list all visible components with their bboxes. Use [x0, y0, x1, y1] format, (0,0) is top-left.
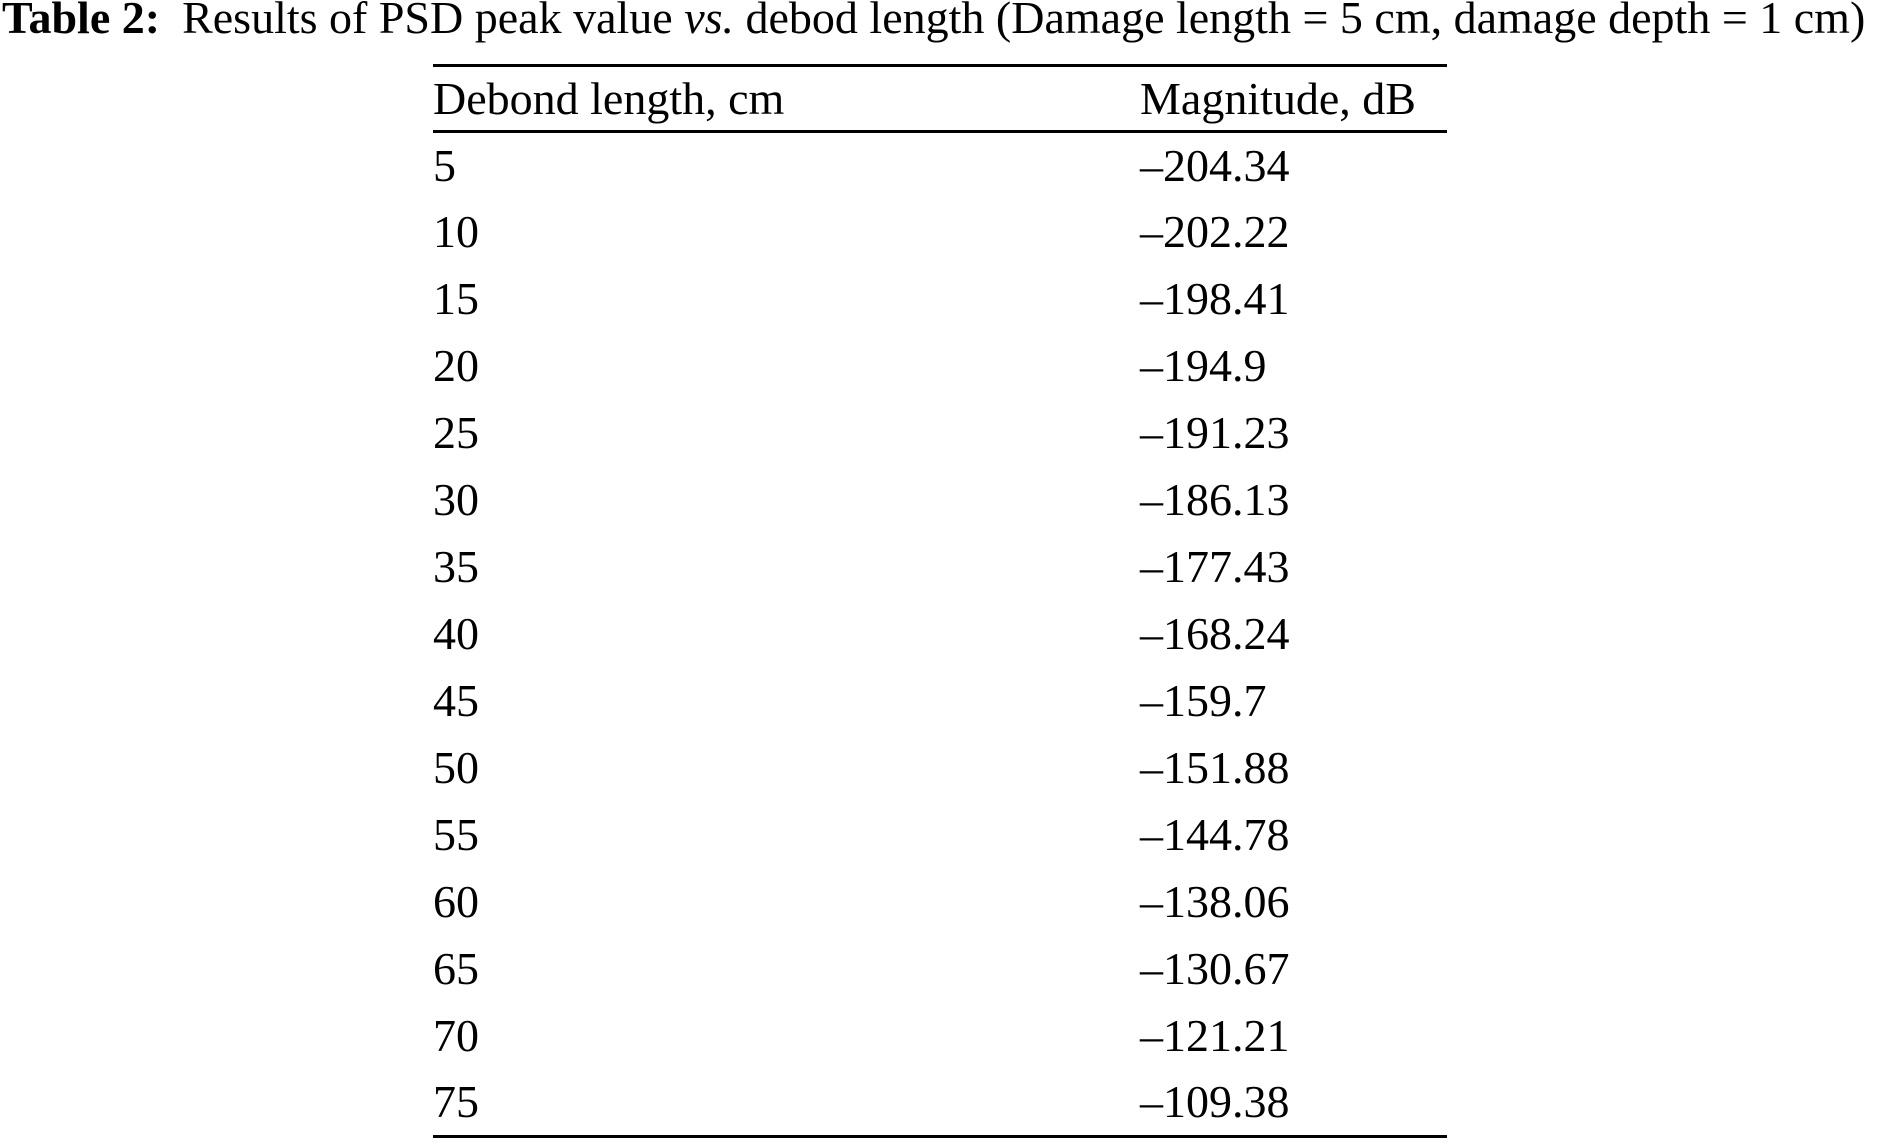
table-row: 70 –121.21 — [433, 1003, 1447, 1070]
table-row: 5 –204.34 — [433, 132, 1447, 199]
column-header-magnitude: Magnitude, dB — [1140, 65, 1447, 133]
debond-length-cell: 55 — [433, 809, 479, 860]
table-row: 30 –186.13 — [433, 467, 1447, 534]
table-row: 20 –194.9 — [433, 333, 1447, 400]
table-row: 25 –191.23 — [433, 400, 1447, 467]
debond-length-cell: 30 — [433, 474, 479, 525]
psd-results-table: Debond length, cm Magnitude, dB 5 –204.3… — [433, 64, 1447, 1138]
column-header-debond-length: Debond length, cm — [433, 65, 1140, 133]
table-caption: Table 2: Results of PSD peak value vs. de… — [2, 0, 1865, 45]
table-row: 65 –130.67 — [433, 936, 1447, 1003]
magnitude-cell: –198.41 — [1140, 273, 1290, 324]
debond-length-cell: 40 — [433, 608, 479, 659]
table-row: 40 –168.24 — [433, 601, 1447, 668]
magnitude-cell: –151.88 — [1140, 742, 1290, 793]
debond-length-cell: 35 — [433, 541, 479, 592]
table-caption-text-after: debod length (Damage length = 5 cm, dama… — [745, 0, 1866, 43]
magnitude-cell: –194.9 — [1140, 340, 1267, 391]
table-row: 60 –138.06 — [433, 869, 1447, 936]
magnitude-cell: –130.67 — [1140, 943, 1290, 994]
debond-length-cell: 60 — [433, 876, 479, 927]
debond-length-cell: 75 — [433, 1076, 479, 1128]
magnitude-cell: –168.24 — [1140, 608, 1290, 659]
debond-length-cell: 25 — [433, 407, 479, 458]
magnitude-cell: –159.7 — [1140, 675, 1267, 726]
table-row: 50 –151.88 — [433, 735, 1447, 802]
table-caption-text-before: Results of PSD peak value — [182, 0, 673, 43]
debond-length-cell: 50 — [433, 742, 479, 793]
debond-length-cell: 5 — [433, 139, 456, 191]
magnitude-cell: –202.22 — [1140, 206, 1290, 257]
debond-length-cell: 15 — [433, 273, 479, 324]
debond-length-cell: 70 — [433, 1010, 479, 1061]
table-caption-number: Table 2: — [2, 0, 161, 43]
magnitude-cell: –138.06 — [1140, 876, 1290, 927]
magnitude-cell: –109.38 — [1140, 1076, 1290, 1128]
debond-length-cell: 10 — [433, 206, 479, 257]
magnitude-cell: –186.13 — [1140, 474, 1290, 525]
magnitude-cell: –204.34 — [1140, 139, 1290, 191]
table-caption-vs-abbr: vs. — [684, 0, 735, 43]
table-row: 35 –177.43 — [433, 534, 1447, 601]
magnitude-cell: –144.78 — [1140, 809, 1290, 860]
table-row: 75 –109.38 — [433, 1070, 1447, 1137]
table-header-row: Debond length, cm Magnitude, dB — [433, 65, 1447, 133]
magnitude-cell: –177.43 — [1140, 541, 1290, 592]
magnitude-cell: –191.23 — [1140, 407, 1290, 458]
debond-length-cell: 20 — [433, 340, 479, 391]
magnitude-cell: –121.21 — [1140, 1010, 1290, 1061]
debond-length-cell: 65 — [433, 943, 479, 994]
table-row: 55 –144.78 — [433, 802, 1447, 869]
table-row: 15 –198.41 — [433, 266, 1447, 333]
debond-length-cell: 45 — [433, 675, 479, 726]
table-row: 45 –159.7 — [433, 668, 1447, 735]
table-row: 10 –202.22 — [433, 199, 1447, 266]
